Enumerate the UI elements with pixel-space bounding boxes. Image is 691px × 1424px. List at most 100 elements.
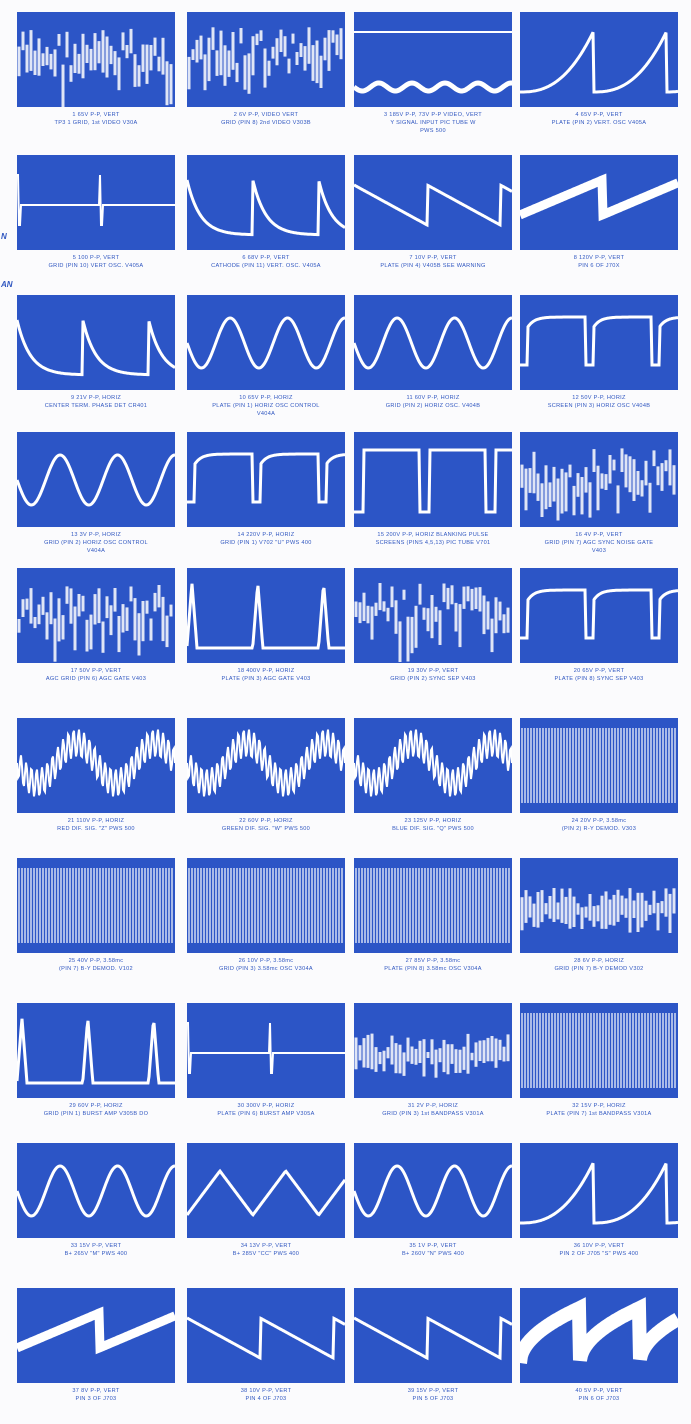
caption-line: 36 10V P-P, VERT [515, 1242, 683, 1250]
waveform-panel [17, 1143, 175, 1238]
waveform [187, 432, 345, 527]
waveform [520, 12, 678, 107]
waveform [187, 1143, 345, 1238]
waveform-panel [187, 568, 345, 663]
caption-line: PLATE (PIN 4) V405B SEE WARNING [349, 262, 517, 270]
caption-line: PIN 5 OF J703 [349, 1395, 517, 1403]
caption-line: 26 10V P-P, 3.58mc [182, 957, 350, 965]
waveform [354, 155, 512, 250]
caption-line: 23 125V P-P, HORIZ [349, 817, 517, 825]
waveform [520, 1288, 678, 1383]
waveform-panel [520, 568, 678, 663]
waveform-panel [187, 718, 345, 813]
waveform [354, 1143, 512, 1238]
caption-line: SCREEN (PIN 3) HORIZ OSC V404B [515, 402, 683, 410]
caption-line: CENTER TERM. PHASE DET CR401 [12, 402, 180, 410]
waveform [520, 1143, 678, 1238]
waveform [17, 155, 175, 250]
caption-line: PLATE (PIN 8) SYNC SEP V403 [515, 675, 683, 683]
caption-line: GRID (PIN 3) 3.58mc OSC V304A [182, 965, 350, 973]
waveform [17, 1288, 175, 1383]
waveform-panel [17, 432, 175, 527]
waveform [520, 568, 678, 663]
waveform [520, 1003, 678, 1098]
caption-line: Y SIGNAL INPUT PIC TUBE W [349, 119, 517, 127]
waveform [520, 432, 678, 527]
caption-line: 29 60V P-P, HORIZ [12, 1102, 180, 1110]
caption-line: 21 110V P-P, HORIZ [12, 817, 180, 825]
waveform-panel [17, 155, 175, 250]
caption-line: 13 3V P-P, HORIZ [12, 531, 180, 539]
caption-line: 30 300V P-P, HORIZ [182, 1102, 350, 1110]
waveform-panel [520, 12, 678, 107]
caption-line: B+ 260V "N" PWS 400 [349, 1250, 517, 1258]
caption-line: B+ 265V "M" PWS 400 [12, 1250, 180, 1258]
caption-line: PWS 500 [349, 127, 517, 135]
waveform-panel [520, 718, 678, 813]
margin-fragment: N [1, 232, 7, 241]
caption-line: 22 60V P-P, HORIZ [182, 817, 350, 825]
caption-line: PIN 6 OF J703 [515, 1395, 683, 1403]
waveform-panel [187, 1003, 345, 1098]
waveform-panel [17, 1003, 175, 1098]
waveform-panel [187, 155, 345, 250]
caption-line: GRID (PIN 1) BURST AMP V305B DO [12, 1110, 180, 1118]
caption-line: 35 1V P-P, VERT [349, 1242, 517, 1250]
caption-line: 10 65V P-P, HORIZ [182, 394, 350, 402]
waveform [520, 718, 678, 813]
waveform-panel [17, 12, 175, 107]
caption-line: PLATE (PIN 7) 1st BANDPASS V301A [515, 1110, 683, 1118]
caption-line: GREEN DIF. SIG. "W" PWS 500 [182, 825, 350, 833]
waveform-panel [187, 295, 345, 390]
caption-line: 20 65V P-P, VERT [515, 667, 683, 675]
caption-line: 6 68V P-P, VERT [182, 254, 350, 262]
waveform-panel [17, 858, 175, 953]
caption-line: 15 200V P-P, HORIZ BLANKING PULSE [349, 531, 517, 539]
margin-fragment: AN [1, 280, 13, 289]
caption-line: V403 [515, 547, 683, 555]
caption-line: V404A [12, 547, 180, 555]
caption-line: 17 50V P-P, VERT [12, 667, 180, 675]
caption-line: 12 50V P-P, HORIZ [515, 394, 683, 402]
caption-line: CATHODE (PIN 11) VERT. OSC. V405A [182, 262, 350, 270]
waveform [187, 568, 345, 663]
waveform-panel [354, 1143, 512, 1238]
waveform-panel [187, 858, 345, 953]
caption-line: PLATE (PIN 3) AGC GATE V403 [182, 675, 350, 683]
caption-line: 5 100 P-P, VERT [12, 254, 180, 262]
caption-line: (PIN 2) R-Y DEMOD. V303 [515, 825, 683, 833]
waveform [354, 1003, 512, 1098]
waveform [187, 1003, 345, 1098]
caption-line: GRID (PIN 2) SYNC SEP V403 [349, 675, 517, 683]
waveform [354, 12, 512, 107]
waveform [520, 858, 678, 953]
caption-line: 33 15V P-P, VERT [12, 1242, 180, 1250]
waveform-panel [520, 858, 678, 953]
waveform [17, 568, 175, 663]
caption-line: GRID (PIN 2) HORIZ OSC. V404B [349, 402, 517, 410]
waveform [187, 295, 345, 390]
waveform [187, 12, 345, 107]
waveform-panel [354, 568, 512, 663]
caption-line: 4 65V P-P, VERT [515, 111, 683, 119]
caption-line: 18 400V P-P, HORIZ [182, 667, 350, 675]
